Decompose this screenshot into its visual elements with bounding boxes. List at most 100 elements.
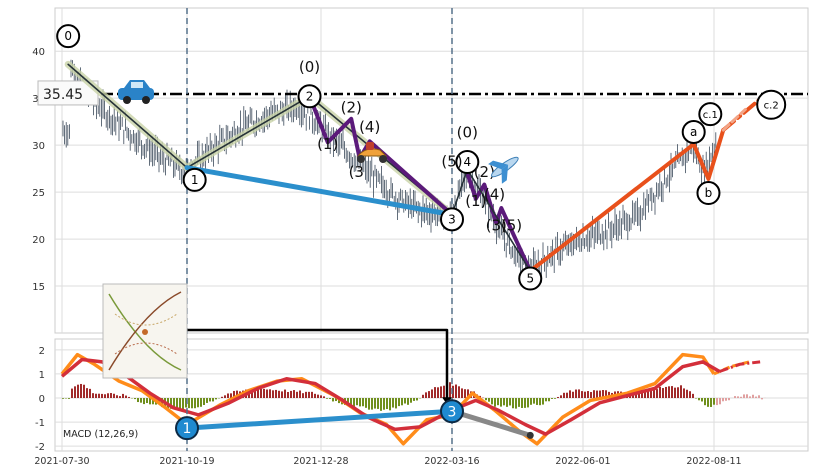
macd-bar	[587, 391, 589, 398]
macd-bar	[728, 398, 730, 400]
macd-bar	[443, 386, 445, 398]
macd-bar	[719, 398, 721, 404]
macd-bar	[743, 394, 745, 398]
macd-bar	[386, 398, 388, 409]
macd-bar	[371, 398, 373, 410]
x-tick-label: 2021-07-30	[34, 456, 89, 467]
macd-y-tick-label: 2	[39, 346, 45, 357]
macd-bar	[263, 389, 265, 398]
wave-label-text: b	[705, 186, 713, 200]
macd-bar	[692, 394, 694, 398]
macd-bar	[260, 389, 262, 398]
macd-bar	[323, 396, 325, 398]
price-y-tick-label: 30	[32, 141, 45, 152]
macd-bar	[491, 398, 493, 404]
macd-bar	[422, 395, 424, 398]
macd-bar	[179, 398, 181, 409]
macd-bar	[506, 398, 508, 407]
macd-bar	[464, 389, 466, 398]
macd-bar	[515, 398, 517, 409]
x-tick-label: 2021-12-28	[293, 456, 348, 467]
wave-sublabel-text: (4)	[484, 186, 505, 204]
scooter-rider	[366, 142, 374, 150]
macd-bar	[311, 392, 313, 398]
macd-bar	[458, 386, 460, 398]
price-y-tick-label: 40	[32, 47, 45, 58]
wave-label-text: 4	[463, 155, 471, 169]
macd-bar	[410, 398, 412, 403]
wave-sublabel-text: (3	[349, 163, 364, 181]
macd-bar	[500, 398, 502, 407]
price-y-tick-label: 25	[32, 188, 45, 199]
macd-bar	[440, 386, 442, 398]
macd-bar	[557, 397, 559, 398]
macd-bar	[725, 398, 727, 401]
macd-bar	[293, 390, 295, 398]
x-tick-label: 2022-03-16	[424, 456, 479, 467]
macd-bar	[755, 397, 757, 398]
macd-bar	[596, 391, 598, 398]
macd-bar	[686, 390, 688, 398]
macd-bar	[668, 386, 670, 398]
car-wheel	[123, 96, 131, 104]
macd-bar	[113, 394, 115, 398]
macd-bar	[290, 391, 292, 398]
macd-marker-label: 3	[448, 404, 457, 420]
macd-bar	[572, 392, 574, 398]
wave-label-text: 2	[306, 89, 314, 103]
macd-bar	[530, 398, 532, 405]
macd-bar	[77, 385, 79, 398]
macd-bar	[317, 395, 319, 398]
macd-bar	[116, 395, 118, 398]
inset-dot	[142, 329, 148, 335]
macd-bar	[188, 398, 190, 408]
macd-bar	[227, 393, 229, 398]
macd-bar	[521, 398, 523, 408]
macd-bar	[434, 387, 436, 398]
macd-bar	[392, 398, 394, 408]
macd-bar	[734, 396, 736, 398]
wave-label-text: 0	[64, 29, 72, 43]
macd-bar	[437, 387, 439, 398]
macd-bar	[578, 389, 580, 398]
macd-bar	[401, 398, 403, 405]
macd-bar	[332, 398, 334, 401]
macd-bar	[74, 386, 76, 398]
wave-label-text: 1	[191, 173, 199, 187]
resistance-label: 35.45	[43, 87, 83, 103]
macd-bar	[209, 398, 211, 401]
macd-bar	[527, 398, 529, 407]
macd-bar	[545, 398, 547, 401]
macd-bar	[449, 382, 451, 398]
wave-label-text: c.2	[764, 101, 779, 112]
macd-gray-dot	[527, 432, 534, 439]
wave-label-text: a	[690, 125, 697, 139]
macd-bar	[524, 398, 526, 408]
macd-bar	[182, 398, 184, 410]
macd-bar	[566, 393, 568, 398]
macd-bar	[428, 391, 430, 398]
macd-bar	[221, 397, 223, 398]
macd-bar	[368, 398, 370, 410]
macd-bar	[404, 398, 406, 404]
macd-bar	[677, 387, 679, 398]
macd-bar	[146, 398, 148, 403]
macd-bar	[194, 398, 196, 408]
macd-bar	[71, 389, 73, 398]
macd-bar	[374, 398, 376, 409]
x-tick-label: 2022-08-11	[686, 456, 741, 467]
macd-bar	[389, 398, 391, 410]
macd-bar	[740, 397, 742, 398]
macd-bar	[314, 394, 316, 398]
macd-bar	[533, 398, 535, 404]
macd-bar	[413, 398, 415, 401]
macd-bar	[716, 398, 718, 405]
macd-bar	[488, 398, 490, 402]
macd-marker-label: 1	[183, 421, 192, 437]
wave-sublabel-text: (5)	[441, 153, 462, 171]
macd-bar	[563, 393, 565, 398]
macd-bar	[86, 388, 88, 398]
macd-bar	[416, 398, 418, 400]
macd-bar	[425, 392, 427, 398]
macd-bar	[119, 396, 121, 398]
